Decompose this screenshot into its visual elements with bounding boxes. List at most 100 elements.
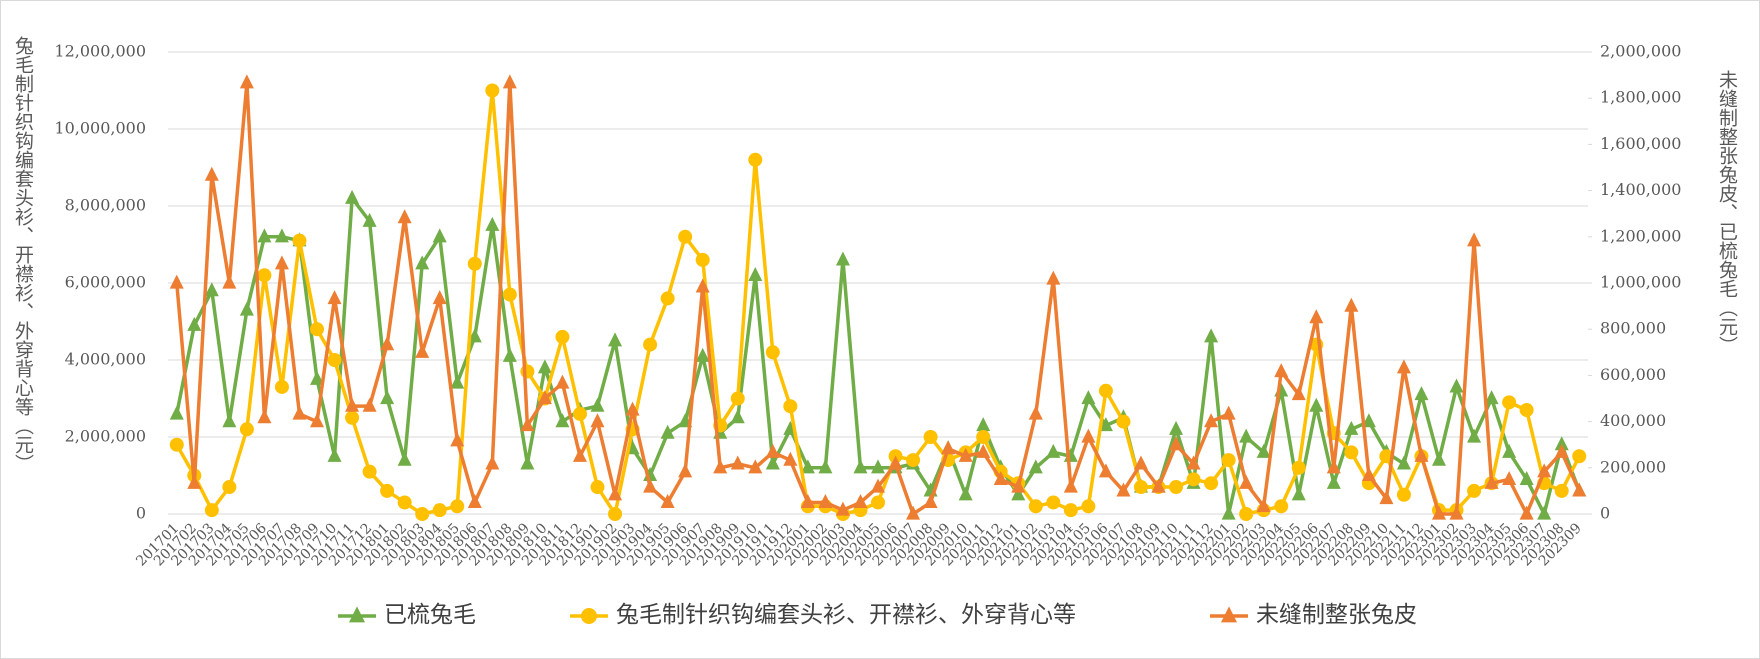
data-point <box>748 152 763 167</box>
data-point <box>274 255 289 270</box>
data-point <box>958 486 973 501</box>
data-point <box>257 228 272 243</box>
data-point <box>1221 505 1236 520</box>
y-axis-title: 兔毛制针织钩编套头衫、开襟衫、外穿背心等（元） <box>12 36 34 473</box>
data-point <box>1046 270 1061 285</box>
data-point <box>292 405 307 420</box>
data-point <box>1133 480 1148 495</box>
y-tick-label: 10,000,000 <box>54 119 146 138</box>
data-point <box>1467 232 1482 247</box>
data-point <box>1239 428 1254 443</box>
y2-tick-label: 1,200,000 <box>1600 226 1681 245</box>
data-point <box>1169 436 1184 451</box>
data-point <box>555 329 570 344</box>
data-point <box>1169 480 1184 495</box>
data-point <box>678 229 693 244</box>
y2-tick-label: 1,800,000 <box>1600 88 1681 107</box>
data-point <box>1274 499 1289 514</box>
data-point <box>748 459 763 474</box>
data-point <box>467 494 482 509</box>
data-point <box>520 455 535 470</box>
data-point <box>1414 386 1429 401</box>
data-point <box>537 359 552 374</box>
data-point <box>958 447 973 462</box>
data-point <box>345 410 360 425</box>
data-point <box>1221 405 1236 420</box>
data-point <box>450 374 465 389</box>
data-point <box>590 480 605 495</box>
data-point <box>310 322 325 337</box>
data-point <box>1572 482 1587 497</box>
data-point <box>625 401 640 416</box>
data-point <box>730 409 745 424</box>
data-point <box>1414 447 1429 462</box>
data-point <box>274 379 289 394</box>
data-point <box>1554 436 1569 451</box>
data-point <box>783 451 798 466</box>
data-point <box>1169 420 1184 435</box>
data-point <box>397 495 412 510</box>
data-point <box>485 216 500 231</box>
data-point <box>660 291 675 306</box>
data-point <box>310 413 325 428</box>
y2-tick-label: 200,000 <box>1600 457 1666 476</box>
data-point <box>239 301 254 316</box>
data-point <box>1081 428 1096 443</box>
data-point <box>204 282 219 297</box>
y2-tick-label: 1,600,000 <box>1600 134 1681 153</box>
data-point <box>274 228 289 243</box>
data-point <box>1344 445 1359 460</box>
data-point <box>555 374 570 389</box>
data-point <box>572 447 587 462</box>
data-point <box>415 507 430 521</box>
data-point <box>257 409 272 424</box>
data-point <box>1431 451 1446 466</box>
data-point <box>1396 359 1411 374</box>
data-point <box>1519 403 1534 418</box>
data-point <box>1204 476 1219 491</box>
data-point <box>502 347 517 362</box>
data-point <box>871 495 885 510</box>
data-point <box>730 391 745 406</box>
data-point <box>1133 455 1148 470</box>
data-point <box>1326 459 1341 474</box>
data-point <box>660 424 675 439</box>
data-point <box>1396 487 1411 502</box>
data-point <box>923 494 938 509</box>
data-point <box>643 478 658 493</box>
data-point <box>345 189 360 204</box>
data-point <box>871 459 885 474</box>
data-point <box>1554 443 1569 458</box>
data-point <box>1204 328 1219 343</box>
legend-marker <box>349 606 365 623</box>
data-point <box>397 451 412 466</box>
data-point <box>432 228 447 243</box>
data-point <box>1519 470 1534 485</box>
data-point <box>380 390 395 405</box>
y-tick-label: 2,000,000 <box>65 427 146 446</box>
data-point <box>327 353 342 367</box>
data-point <box>695 252 710 267</box>
data-point <box>1344 297 1359 312</box>
data-point <box>1204 413 1219 428</box>
data-point <box>835 501 850 516</box>
y2-axis-title: 未缝制整张兔皮、已梳兔毛（元） <box>1716 70 1738 355</box>
data-point <box>432 290 447 305</box>
data-point <box>1081 390 1096 405</box>
data-point <box>1274 363 1289 378</box>
data-point <box>537 390 552 405</box>
data-point <box>608 507 623 521</box>
data-point <box>1063 478 1078 493</box>
data-point <box>555 413 570 428</box>
data-point <box>678 463 693 478</box>
data-point <box>169 437 184 452</box>
data-point <box>520 364 535 379</box>
data-point <box>415 255 430 270</box>
data-point <box>169 405 184 420</box>
data-point <box>590 397 605 412</box>
data-point <box>450 432 465 447</box>
legend-marker <box>581 608 597 624</box>
data-point <box>222 274 237 289</box>
data-point <box>239 422 254 437</box>
